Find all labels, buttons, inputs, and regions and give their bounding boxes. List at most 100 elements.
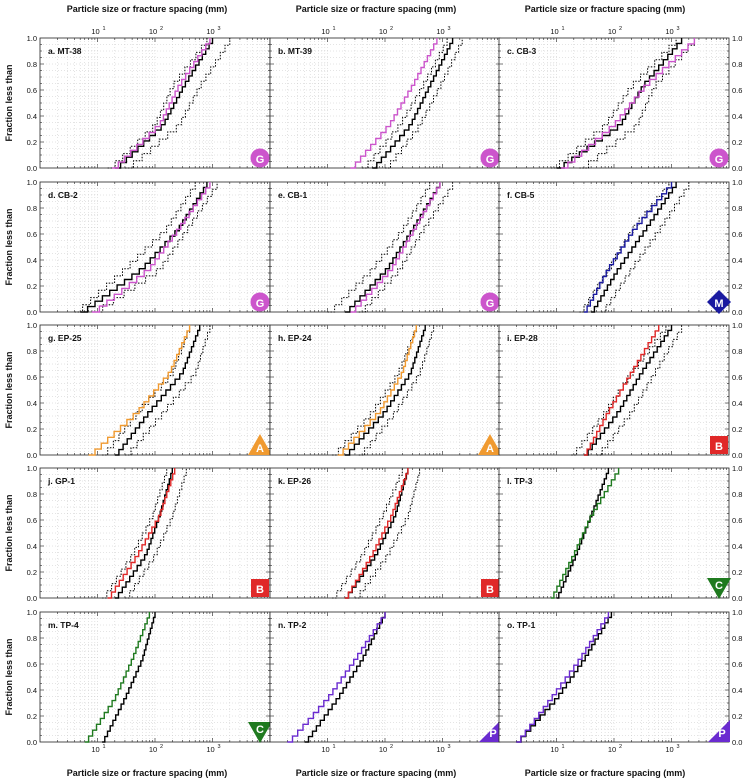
y-tick-label: 0.8 (27, 634, 37, 643)
x-tick-label-base: 10 (665, 745, 673, 754)
reference-bound-low (107, 38, 208, 169)
reference-bound-high (358, 325, 435, 456)
symbol-badge-C (248, 722, 272, 743)
y-tick-label: 0.6 (27, 230, 37, 239)
left-axis-label: Fraction less than (4, 64, 14, 141)
x-tick-label-base: 10 (321, 745, 329, 754)
x-tick-label-exponent: 1 (562, 26, 565, 32)
panel-d: 0.0 0.2 0.4 0.6 0.8 1.0 Fraction less than d. C… (4, 178, 271, 317)
x-tick-label-base: 10 (608, 745, 616, 754)
panel-label: b. MT-39 (278, 46, 312, 56)
symbol-badge-B (710, 436, 728, 454)
panel-e: e. CB-1 G (269, 181, 501, 313)
reference-median-line (304, 612, 386, 743)
y-tick-label: 0.6 (732, 86, 742, 95)
y-tick-label: 0.2 (732, 712, 742, 721)
series-line (561, 38, 696, 169)
series-line (112, 38, 211, 169)
y-tick-label: 0.6 (27, 660, 37, 669)
symbol-letter: G (715, 154, 724, 166)
reference-bound-high (124, 468, 187, 599)
series-line (84, 612, 151, 743)
x-tick-label-base: 10 (149, 745, 157, 754)
panel-label: m. TP-4 (48, 620, 79, 630)
x-tick-label-base: 10 (379, 745, 387, 754)
reference-median-line (344, 182, 441, 313)
x-tick-label-base: 10 (665, 27, 673, 36)
symbol-badge-G (480, 148, 500, 168)
y-tick-label: 0.4 (27, 399, 37, 408)
reference-bound-low (550, 38, 677, 169)
panel-k: k. EP-26 B (269, 467, 501, 599)
symbol-letter: A (256, 443, 264, 455)
x-tick-label-exponent: 1 (333, 26, 336, 32)
reference-bound-high (385, 38, 463, 169)
panel-label: d. CB-2 (48, 190, 78, 200)
symbol-letter: C (715, 580, 723, 592)
reference-bound-low (571, 325, 667, 456)
y-tick-label: 0.6 (27, 86, 37, 95)
reference-bound-high (354, 468, 421, 599)
reference-bound-low (332, 325, 417, 456)
bottom-axis-label-mid: Particle size or fracture spacing (mm) (296, 768, 457, 778)
x-tick-label-exponent: 2 (619, 744, 622, 750)
y-tick-label: 0.6 (732, 516, 742, 525)
symbol-letter: P (718, 728, 725, 740)
y-tick-label: 0.0 (732, 594, 742, 603)
reference-bound-low (102, 468, 168, 599)
y-tick-label: 0.6 (27, 516, 37, 525)
y-tick-label: 0.8 (27, 204, 37, 213)
y-tick-label: 0.6 (732, 373, 742, 382)
x-tick-label-exponent: 1 (333, 744, 336, 750)
panel-label: c. CB-3 (507, 46, 537, 56)
y-tick-label: 0.6 (27, 373, 37, 382)
panel-j: 0.0 0.2 0.4 0.6 0.8 1.0 Fraction less than j. G… (4, 464, 271, 603)
x-tick-label-base: 10 (550, 745, 558, 754)
x-tick-label-exponent: 2 (390, 26, 393, 32)
series-line (583, 325, 660, 456)
reference-median-line (114, 38, 214, 169)
panel-label: g. EP-25 (48, 333, 82, 343)
top-axis-label-right: Particle size or fracture spacing (mm) (525, 4, 686, 14)
y-tick-label: 1.0 (27, 34, 37, 43)
x-tick-label-base: 10 (550, 27, 558, 36)
reference-bound-high (601, 182, 690, 313)
reference-bound-high (596, 325, 683, 456)
reference-median-line (80, 182, 208, 313)
top-axis-label-mid: Particle size or fracture spacing (mm) (296, 4, 457, 14)
y-tick-label: 0.0 (27, 451, 37, 460)
panel-label: f. CB-5 (507, 190, 535, 200)
panel-g: 0.0 0.2 0.4 0.6 0.8 1.0 Fraction less than g. E… (4, 321, 272, 460)
y-tick-label: 0.4 (732, 542, 742, 551)
y-tick-label: 0.8 (732, 204, 742, 213)
y-tick-label: 0.2 (27, 138, 37, 147)
reference-bound-low (332, 468, 403, 599)
series-line (583, 182, 673, 313)
y-tick-label: 0.4 (27, 112, 37, 121)
y-tick-label: 1.0 (27, 608, 37, 617)
y-tick-label: 0.8 (732, 634, 742, 643)
panel-label: n. TP-2 (278, 620, 307, 630)
left-axis-label: Fraction less than (4, 351, 14, 428)
y-tick-label: 0.4 (27, 542, 37, 551)
symbol-badge-A (248, 434, 272, 455)
left-axis-label: Fraction less than (4, 638, 14, 715)
y-tick-label: 0.4 (732, 399, 742, 408)
top-axis-label-left: Particle size or fracture spacing (mm) (67, 4, 228, 14)
symbol-badge-B (481, 579, 499, 597)
bottom-axis-label-right: Particle size or fracture spacing (mm) (525, 768, 686, 778)
y-tick-label: 0.4 (732, 112, 742, 121)
symbol-letter: G (256, 298, 265, 310)
y-tick-label: 1.0 (732, 608, 742, 617)
panel-n: 10 1 10 2 10 3n. TP-2P (269, 611, 501, 754)
panel-b: 10 1 10 2 10 3b. MT-39G (269, 26, 501, 169)
x-tick-label-base: 10 (436, 27, 444, 36)
symbol-letter: B (256, 584, 264, 596)
symbol-letter: G (486, 154, 495, 166)
symbol-badge-A (478, 434, 502, 455)
y-tick-label: 0.2 (27, 712, 37, 721)
